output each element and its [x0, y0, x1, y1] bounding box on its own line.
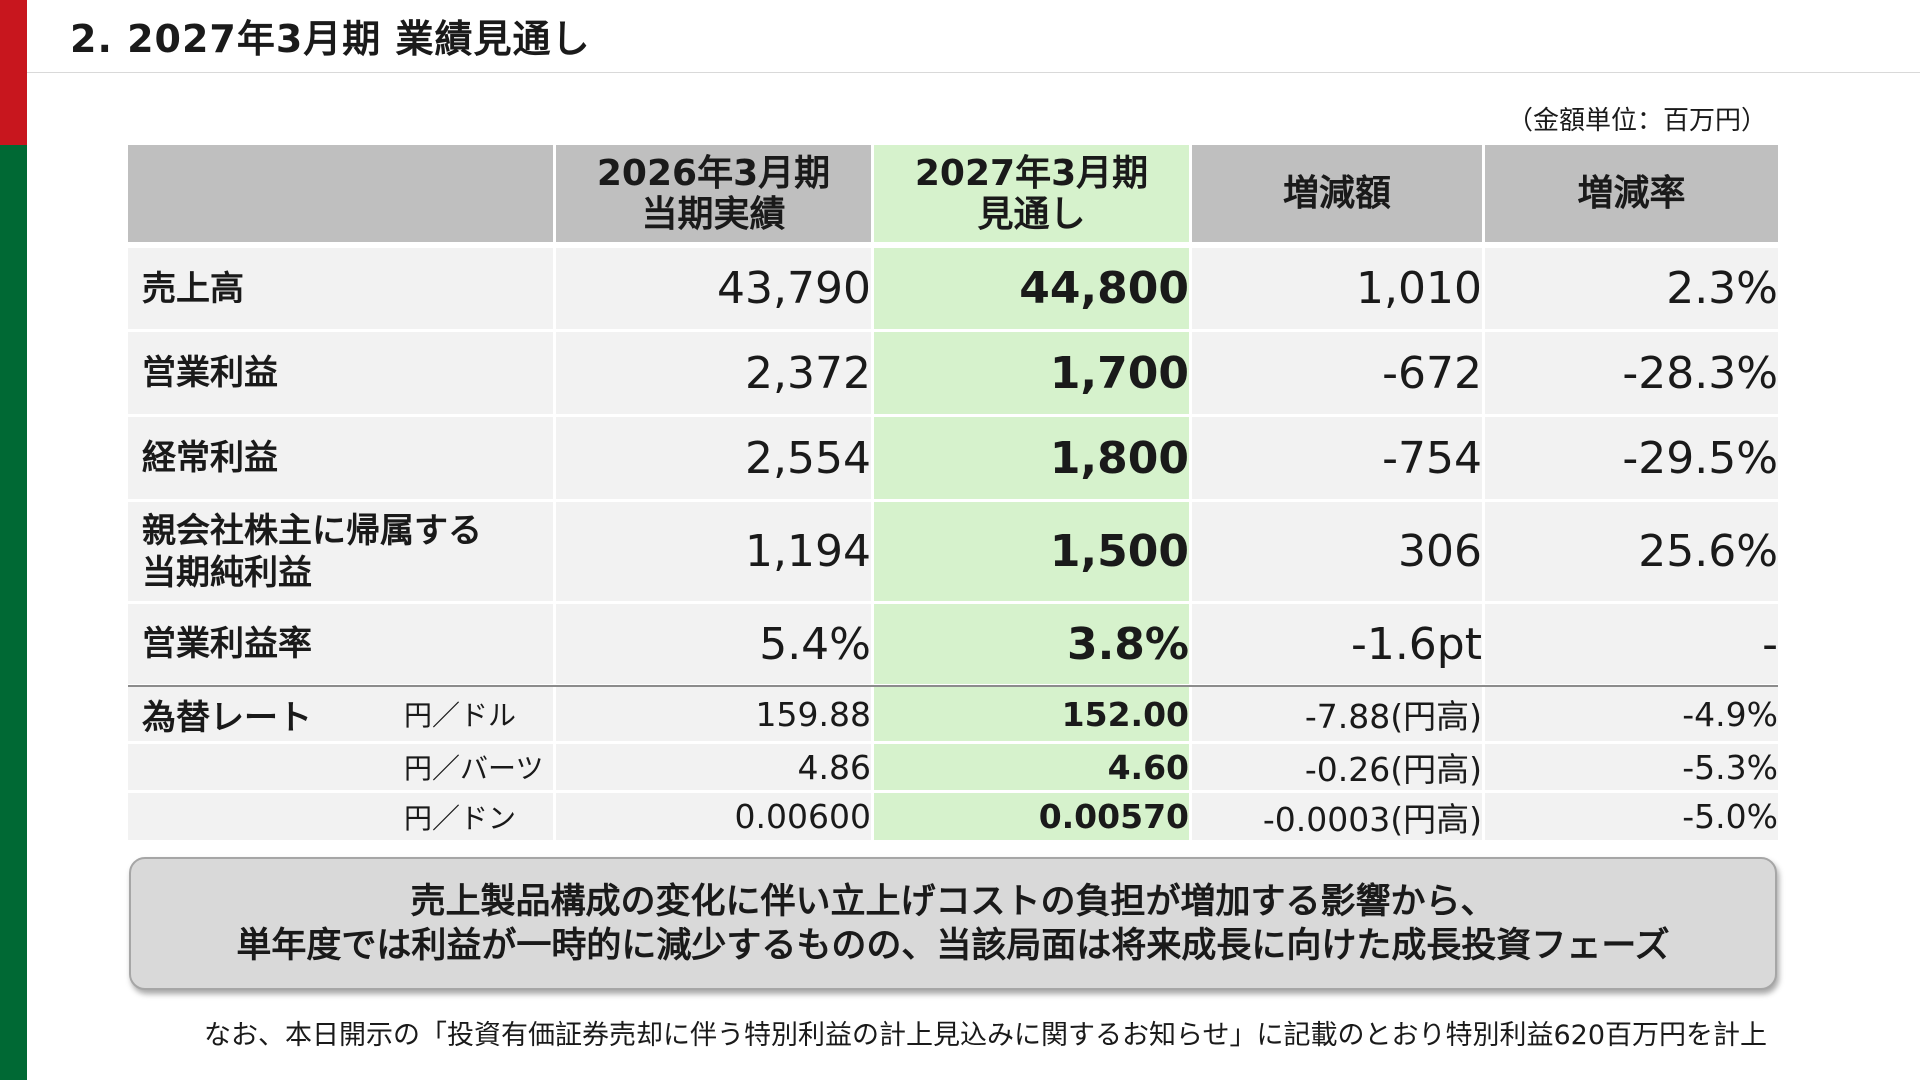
rate-value: -5.0% — [1485, 793, 1778, 840]
actual-value: 2,372 — [556, 332, 871, 414]
fx-label-cell: 円／ドン — [128, 793, 553, 840]
forecast-value: 0.00570 — [874, 793, 1189, 840]
table-header-row: 2026年3月期 当期実績 2027年3月期 見通し 増減額 増減率 — [128, 145, 1778, 242]
actual-value: 5.4% — [556, 604, 871, 684]
table-row-fx-thb: 円／バーツ 4.86 4.60 -0.26(円高) -5.3% — [128, 744, 1778, 790]
rate-value: -29.5% — [1485, 417, 1778, 499]
change-value: -1.6pt — [1192, 604, 1482, 684]
row-label: 売上高 — [128, 248, 553, 329]
change-value: 1,010 — [1192, 248, 1482, 329]
title-divider — [27, 72, 1920, 73]
accent-bar-green — [0, 145, 27, 1080]
header-rate: 増減率 — [1485, 145, 1778, 242]
table-row-ordinary-income: 経常利益 2,554 1,800 -754 -29.5% — [128, 417, 1778, 499]
fx-label-cell: 円／バーツ — [128, 744, 553, 790]
forecast-value: 152.00 — [874, 687, 1189, 741]
page-title: 2. 2027年3月期 業績見通し — [70, 17, 591, 61]
forecast-value: 1,500 — [874, 502, 1189, 601]
unit-note: （金額単位：百万円） — [1506, 106, 1767, 136]
footnote: なお、本日開示の「投資有価証券売却に伴う特別利益の計上見込みに関するお知らせ」に… — [204, 1020, 1767, 1051]
forecast-value: 1,800 — [874, 417, 1189, 499]
header-change: 増減額 — [1192, 145, 1482, 242]
accent-bar-red — [0, 0, 27, 145]
actual-value: 159.88 — [556, 687, 871, 741]
change-value: -7.88(円高) — [1192, 687, 1482, 741]
rate-value: - — [1485, 604, 1778, 684]
header-blank — [128, 145, 553, 242]
actual-value: 0.00600 — [556, 793, 871, 840]
fx-label-cell: 為替レート 円／ドル — [128, 687, 553, 741]
actual-value: 1,194 — [556, 502, 871, 601]
change-value: -0.0003(円高) — [1192, 793, 1482, 840]
fx-pair: 円／ドン — [404, 801, 517, 835]
table-row-operating-margin: 営業利益率 5.4% 3.8% -1.6pt - — [128, 604, 1778, 684]
actual-value: 4.86 — [556, 744, 871, 790]
forecast-value: 1,700 — [874, 332, 1189, 414]
change-value: -754 — [1192, 417, 1482, 499]
change-value: -672 — [1192, 332, 1482, 414]
row-label: 経常利益 — [128, 417, 553, 499]
table-row-operating-income: 営業利益 2,372 1,700 -672 -28.3% — [128, 332, 1778, 414]
fx-label: 為替レート — [142, 697, 312, 738]
fx-separator — [128, 685, 1778, 687]
header-forecast: 2027年3月期 見通し — [874, 145, 1189, 242]
header-actual: 2026年3月期 当期実績 — [556, 145, 871, 242]
rate-value: -28.3% — [1485, 332, 1778, 414]
table-row-fx-usd: 為替レート 円／ドル 159.88 152.00 -7.88(円高) -4.9% — [128, 687, 1778, 741]
fx-pair: 円／バーツ — [404, 752, 544, 785]
table-row-net-income: 親会社株主に帰属する 当期純利益 1,194 1,500 306 25.6% — [128, 502, 1778, 601]
summary-line-1: 売上製品構成の変化に伴い立上げコストの負担が増加する影響から、 — [410, 881, 1496, 922]
rate-value: -4.9% — [1485, 687, 1778, 741]
row-label: 親会社株主に帰属する 当期純利益 — [128, 502, 553, 601]
change-value: 306 — [1192, 502, 1482, 601]
rate-value: 25.6% — [1485, 502, 1778, 601]
actual-value: 43,790 — [556, 248, 871, 329]
actual-value: 2,554 — [556, 417, 871, 499]
table-row-sales: 売上高 43,790 44,800 1,010 2.3% — [128, 248, 1778, 329]
summary-message-box: 売上製品構成の変化に伴い立上げコストの負担が増加する影響から、 単年度では利益が… — [129, 857, 1777, 990]
forecast-value: 3.8% — [874, 604, 1189, 684]
change-value: -0.26(円高) — [1192, 744, 1482, 790]
rate-value: 2.3% — [1485, 248, 1778, 329]
forecast-value: 4.60 — [874, 744, 1189, 790]
row-label: 営業利益 — [128, 332, 553, 414]
row-label: 営業利益率 — [128, 604, 553, 684]
forecast-value: 44,800 — [874, 248, 1189, 329]
summary-line-2: 単年度では利益が一時的に減少するものの、当該局面は将来成長に向けた成長投資フェー… — [236, 925, 1670, 966]
fx-pair: 円／ドル — [404, 699, 517, 732]
table-row-fx-vnd: 円／ドン 0.00600 0.00570 -0.0003(円高) -5.0% — [128, 793, 1778, 840]
rate-value: -5.3% — [1485, 744, 1778, 790]
